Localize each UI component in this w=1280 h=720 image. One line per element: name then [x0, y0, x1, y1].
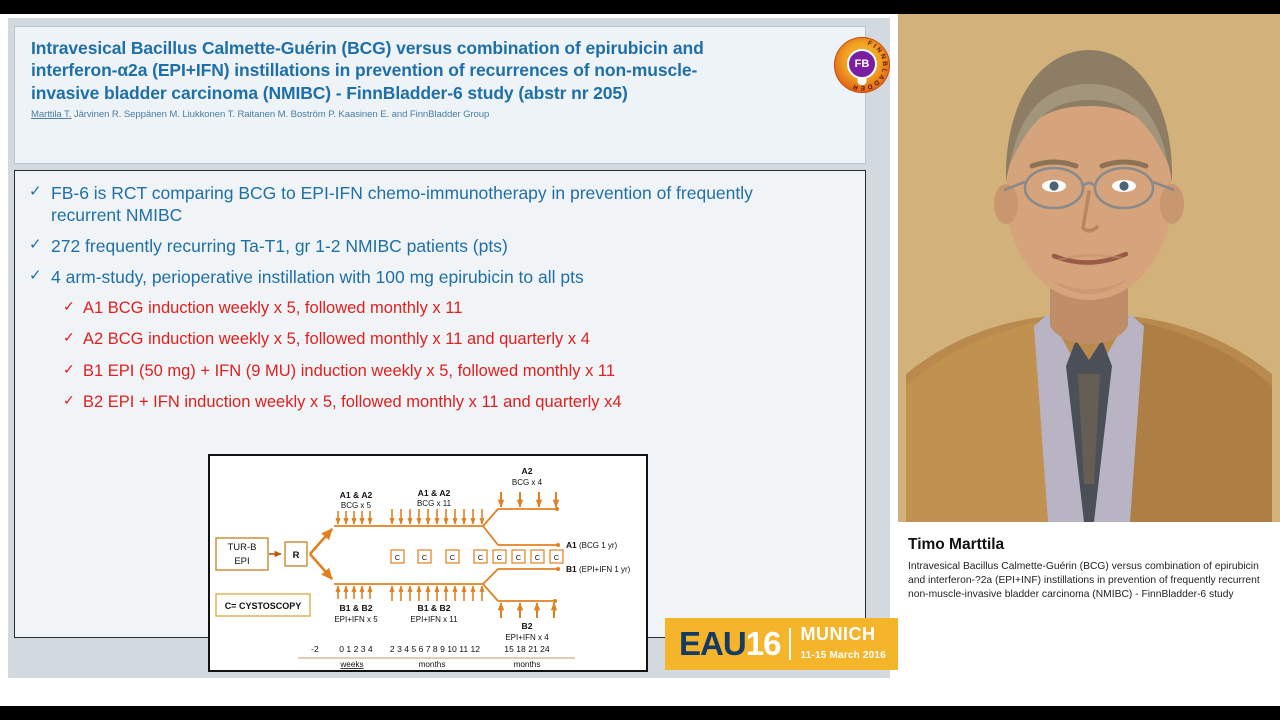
eau-location-block: MUNICH 11-15 March 2016 [800, 625, 885, 663]
bullet-text: 272 frequently recurring Ta-T1, gr 1-2 N… [51, 235, 508, 256]
cystoscopy-mark: C [478, 553, 484, 562]
check-icon: ✓ [63, 329, 75, 346]
bullet-text: FB-6 is RCT comparing BCG to EPI-IFN che… [51, 183, 753, 225]
author-presenting: Marttila T. [31, 109, 72, 121]
presentation-slide: Intravesical Bacillus Calmette-Guérin (B… [8, 18, 898, 678]
axis-ticks-months-2: 15 18 21 24 [504, 644, 550, 654]
epiifn-x11-arrows [389, 585, 485, 601]
cystoscopy-mark: C [395, 553, 401, 562]
check-icon: ✓ [63, 392, 75, 409]
top-group3-sub: BCG x 4 [512, 478, 543, 487]
top-group2-title: A1 & A2 [418, 488, 451, 498]
finnbladder-monogram: FB [847, 48, 877, 79]
check-icon: ✓ [29, 183, 42, 200]
bcg-x4-arrows [497, 492, 560, 508]
endpoint-a1-detail: (BCG 1 yr) [579, 541, 618, 550]
axis-tick-pre: -2 [311, 644, 319, 654]
sub-bullet-text: A2 BCG induction weekly x 5, followed mo… [83, 330, 590, 349]
epiifn-x5-arrows [335, 585, 373, 599]
axis-ticks-weeks: 0 1 2 3 4 [339, 644, 373, 654]
eau-dates: 11-15 March 2016 [800, 650, 886, 661]
axis-label-weeks: weeks [339, 660, 363, 669]
randomization-label: R [293, 550, 300, 561]
tur-b-label-2: EPI [234, 556, 249, 567]
finnbladder-logo-icon: FINNBLADDER FB [834, 37, 890, 93]
bullet-item: ✓ 272 frequently recurring Ta-T1, gr 1-2… [29, 236, 855, 258]
bcg-x5-arrows [335, 511, 373, 525]
cystoscopy-legend-box [215, 593, 311, 617]
eau-word: EAU [679, 625, 747, 662]
eau-year: 16 [745, 625, 782, 662]
top-group1-sub: BCG x 5 [341, 501, 372, 510]
speaker-name: Timo Marttila [908, 536, 1005, 553]
bottom-group2-sub: EPI+IFN x 11 [410, 615, 458, 624]
top-group3-title: A2 [522, 466, 533, 476]
check-icon: ✓ [63, 297, 75, 314]
cystoscopy-mark: C [516, 553, 522, 562]
bcg-x11-arrows [389, 509, 485, 525]
check-icon: ✓ [29, 235, 42, 253]
letterbox-bottom [0, 706, 1280, 720]
cystoscopy-mark: C [554, 553, 560, 562]
tur-b-label-1: TUR-B [227, 542, 256, 553]
bullet-text: 4 arm-study, perioperative instillation … [51, 266, 584, 287]
endpoint-b1-label: B1 [566, 564, 577, 574]
eau-city: MUNICH [800, 624, 876, 644]
slide-title-line-1: Intravesical Bacillus Calmette-Guérin (B… [31, 38, 704, 58]
sub-bullet-text: B2 EPI + IFN induction weekly x 5, follo… [83, 393, 622, 412]
study-design-diagram: TUR-B EPI R C= CYSTOSCOPY [208, 454, 648, 672]
bullet-item: ✓ 4 arm-study, perioperative instillatio… [29, 267, 855, 289]
speaker-info-panel: Timo Marttila Intravesical Bacillus Calm… [898, 522, 1280, 706]
speaker-talk-title: Intravesical Bacillus Calmette-Guérin (B… [908, 561, 1260, 600]
cystoscopy-mark: C [497, 553, 503, 562]
author-list: Järvinen R. Seppänen M. Liukkonen T. Rai… [71, 109, 490, 121]
endpoint-a1-label: A1 [566, 540, 577, 550]
slide-viewer: Intravesical Bacillus Calmette-Guérin (B… [0, 14, 898, 706]
top-group1-title: A1 & A2 [340, 490, 373, 500]
bottom-group1-title: B1 & B2 [340, 603, 373, 613]
bottom-group1-sub: EPI+IFN x 5 [334, 615, 378, 624]
bottom-group3-sub: EPI+IFN x 4 [505, 633, 549, 642]
speaker-portrait [898, 14, 1280, 522]
slide-title-line-3: invasive bladder carcinoma (NMIBC) - Fin… [31, 82, 628, 103]
eau-divider [789, 628, 792, 660]
study-design-svg: TUR-B EPI R C= CYSTOSCOPY [215, 466, 631, 669]
axis-label-months-2: months [514, 660, 541, 669]
speaker-video[interactable] [898, 14, 1280, 522]
sub-bullet-text: B1 EPI (50 mg) + IFN (9 MU) induction we… [83, 361, 616, 380]
endpoint-b1-detail: (EPI+IFN 1 yr) [579, 565, 631, 574]
bottom-group2-title: B1 & B2 [418, 603, 451, 613]
cystoscopy-mark: C [535, 553, 541, 562]
top-group2-sub: BCG x 11 [417, 499, 452, 508]
check-icon: ✓ [29, 266, 42, 284]
sub-bullet-item: ✓ A1 BCG induction weekly x 5, followed … [63, 298, 855, 319]
epiifn-x4-arrows [497, 602, 558, 618]
slide-title-line-2: interferon-α2a (EPI+IFN) instillations i… [31, 60, 698, 81]
bottom-group3-title: B2 [522, 621, 533, 631]
cystoscopy-mark: C [450, 553, 456, 562]
slide-authors: Marttila T. Järvinen R. Seppänen M. Liuk… [31, 109, 851, 120]
check-icon: ✓ [63, 360, 75, 377]
sub-bullet-text: A1 BCG induction weekly x 5, followed mo… [83, 298, 463, 317]
bullet-item: ✓ FB-6 is RCT comparing BCG to EPI-IFN c… [29, 183, 855, 227]
slide-header: Intravesical Bacillus Calmette-Guérin (B… [14, 26, 866, 164]
sub-bullet-item: ✓ A2 BCG induction weekly x 5, followed … [63, 329, 855, 350]
sub-bullet-item: ✓ B2 EPI + IFN induction weekly x 5, fol… [63, 392, 855, 413]
axis-ticks-months-1: 2 3 4 5 6 7 8 9 10 11 12 [390, 644, 480, 654]
cystoscopy-marks: C C C C C C C C [390, 549, 564, 564]
sub-bullet-item: ✓ B1 EPI (50 mg) + IFN (9 MU) induction … [63, 361, 855, 382]
eau16-logo: EAU 16 MUNICH 11-15 March 2016 [665, 618, 898, 670]
axis-label-months-1: months [419, 660, 446, 669]
randomization-box [284, 541, 308, 567]
cystoscopy-mark: C [422, 553, 428, 562]
tur-b-box [215, 537, 269, 571]
letterbox-top [0, 0, 1280, 14]
cystoscopy-legend-label: C= CYSTOSCOPY [225, 601, 302, 611]
